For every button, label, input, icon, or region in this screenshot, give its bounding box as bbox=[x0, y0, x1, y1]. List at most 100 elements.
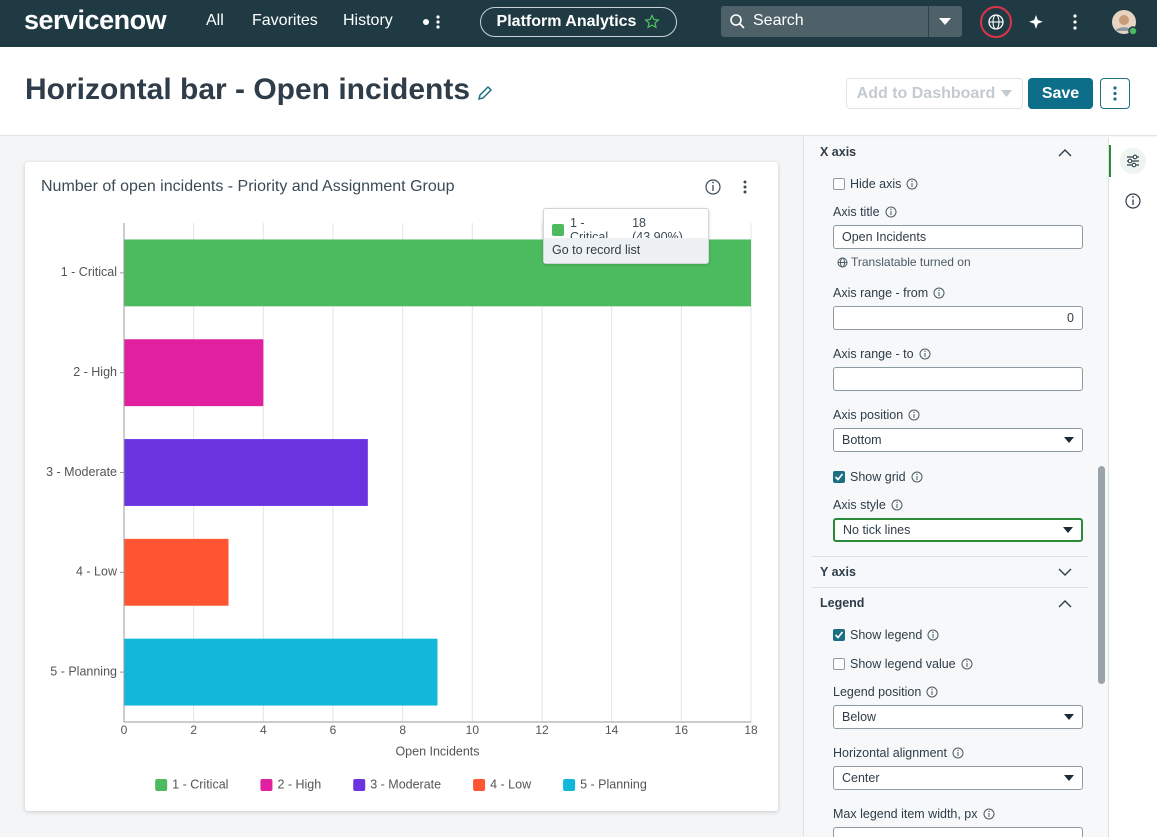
nav-link[interactable]: History bbox=[343, 12, 393, 29]
x-axis-title: Open Incidents bbox=[395, 744, 479, 758]
add-to-dashboard[interactable]: Add to Dashboard bbox=[846, 78, 1023, 109]
field-value: 0 bbox=[1067, 311, 1074, 325]
search-placeholder: Search bbox=[753, 12, 804, 29]
input-box[interactable]: Open Incidents bbox=[833, 225, 1083, 249]
input-box[interactable] bbox=[833, 827, 1083, 837]
info-icon[interactable] bbox=[885, 206, 897, 218]
field-label-row: Axis title bbox=[833, 203, 1088, 221]
avatar[interactable] bbox=[1111, 9, 1139, 37]
info-icon[interactable] bbox=[933, 287, 945, 299]
select-box[interactable]: Center bbox=[833, 766, 1083, 790]
y-tick-label: 4 - Low bbox=[76, 565, 118, 579]
checkbox-label: Show legend bbox=[850, 627, 923, 642]
legend-label: 1 - Critical bbox=[172, 777, 228, 791]
chart-menu[interactable] bbox=[743, 180, 747, 194]
field-label-row: Axis style bbox=[833, 496, 1088, 514]
config-tab[interactable] bbox=[1119, 147, 1147, 175]
x-tick-label: 14 bbox=[605, 723, 619, 737]
info-tab[interactable] bbox=[1124, 192, 1142, 210]
checkbox-row[interactable]: Show legend bbox=[833, 620, 1088, 649]
save-button[interactable]: Save bbox=[1028, 78, 1093, 109]
app-pill[interactable]: Platform Analytics bbox=[480, 7, 677, 37]
info-icon[interactable] bbox=[891, 499, 903, 511]
app-name: Platform Analytics bbox=[496, 13, 637, 30]
checkbox[interactable] bbox=[833, 177, 845, 190]
info-icon[interactable] bbox=[926, 686, 938, 698]
legend-swatch bbox=[353, 779, 366, 791]
info-icon[interactable] bbox=[906, 178, 918, 190]
section-header[interactable]: Y axis bbox=[812, 557, 1088, 587]
x-tick-label: 4 bbox=[260, 723, 267, 737]
info-icon[interactable] bbox=[908, 409, 920, 421]
checkbox[interactable] bbox=[833, 657, 845, 670]
edit-title[interactable] bbox=[476, 84, 494, 102]
more-menu[interactable] bbox=[420, 13, 444, 33]
input-box[interactable] bbox=[833, 367, 1083, 391]
info-icon[interactable] bbox=[927, 629, 939, 641]
globe-button[interactable] bbox=[979, 5, 1013, 39]
x-tick-label: 16 bbox=[675, 723, 689, 737]
section-header[interactable]: Legend bbox=[812, 588, 1088, 618]
settings-menu[interactable] bbox=[1069, 12, 1081, 32]
select-box[interactable]: Below bbox=[833, 705, 1083, 729]
select-box[interactable]: Bottom bbox=[833, 428, 1083, 452]
select-caret bbox=[1064, 714, 1074, 720]
y-tick-label: 3 - Moderate bbox=[46, 465, 117, 479]
field-label: Legend position bbox=[833, 685, 922, 699]
info-icon[interactable] bbox=[911, 471, 923, 483]
x-tick-label: 18 bbox=[744, 723, 758, 737]
favorite-star[interactable] bbox=[644, 14, 661, 30]
legend-swatch bbox=[155, 779, 168, 791]
search-scope[interactable] bbox=[938, 17, 952, 26]
checkbox-label: Show legend value bbox=[850, 656, 956, 671]
panel-section: Y axis bbox=[812, 557, 1088, 588]
info-icon[interactable] bbox=[952, 747, 964, 759]
x-tick-label: 0 bbox=[121, 723, 128, 737]
checkbox[interactable] bbox=[833, 628, 845, 641]
info-icon[interactable] bbox=[983, 808, 995, 820]
field: Legend position Below bbox=[833, 678, 1088, 729]
tooltip-action[interactable]: Go to record list bbox=[544, 238, 708, 263]
legend-label: 3 - Moderate bbox=[370, 777, 441, 791]
field-note-row: Translatable turned on bbox=[833, 255, 1088, 269]
select-box[interactable]: No tick lines bbox=[833, 518, 1083, 542]
field: Axis range - to bbox=[833, 340, 1088, 391]
checkbox-label: Show grid bbox=[850, 469, 906, 484]
nav-link[interactable]: Favorites bbox=[252, 12, 318, 29]
checkbox-row[interactable]: Hide axis bbox=[833, 169, 1088, 198]
globe-icon bbox=[837, 257, 848, 267]
search-box[interactable]: Search bbox=[721, 6, 962, 37]
field: Horizontal alignment Center bbox=[833, 739, 1088, 790]
checkbox[interactable] bbox=[833, 470, 845, 483]
checkbox-row[interactable]: Show legend value bbox=[833, 649, 1088, 678]
section-header[interactable]: X axis bbox=[812, 137, 1088, 167]
legend-item[interactable]: 3 - Moderate bbox=[353, 777, 441, 791]
input-box[interactable]: 0 bbox=[833, 306, 1083, 330]
field-label-row: Axis range - to bbox=[833, 345, 1088, 363]
field: Max legend item width, px bbox=[833, 800, 1088, 837]
bar bbox=[124, 538, 229, 606]
info-icon[interactable] bbox=[961, 658, 973, 670]
field-label: Horizontal alignment bbox=[833, 746, 947, 760]
info-icon[interactable] bbox=[919, 348, 931, 360]
y-tick-label: 2 - High bbox=[73, 365, 117, 379]
legend-item[interactable]: 5 - Planning bbox=[563, 777, 647, 791]
checkbox-row[interactable]: Show grid bbox=[833, 462, 1088, 491]
section-title: Legend bbox=[820, 596, 865, 610]
legend: 1 - Critical 2 - High 3 - Moderate 4 - Low 5… bbox=[155, 777, 647, 791]
info-icon[interactable] bbox=[705, 179, 721, 195]
more-button[interactable] bbox=[1100, 78, 1130, 109]
scrollbar[interactable] bbox=[1098, 466, 1105, 684]
select-caret bbox=[1064, 437, 1074, 443]
x-tick-label: 12 bbox=[535, 723, 549, 737]
panel-section: X axis Hide axis Axis title Open Incidents T… bbox=[812, 137, 1088, 557]
nav-link[interactable]: All bbox=[206, 12, 224, 29]
x-tick-label: 2 bbox=[190, 723, 197, 737]
legend-item[interactable]: 4 - Low bbox=[473, 777, 532, 791]
assist-button[interactable] bbox=[1028, 13, 1044, 31]
legend-item[interactable]: 1 - Critical bbox=[155, 777, 228, 791]
legend-item[interactable]: 2 - High bbox=[260, 777, 321, 791]
field-value: Open Incidents bbox=[842, 230, 927, 244]
bar bbox=[124, 339, 264, 407]
logo[interactable]: servicenow bbox=[24, 5, 167, 35]
